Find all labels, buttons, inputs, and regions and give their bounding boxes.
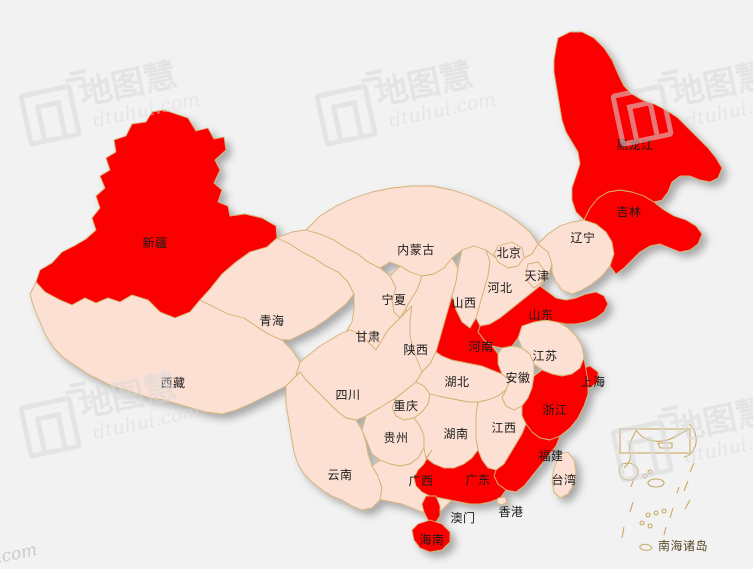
province-label[interactable]: 湖北 (444, 375, 470, 389)
province-label[interactable]: 澳门 (450, 511, 476, 525)
province-label[interactable]: 海南 (419, 533, 445, 547)
province-label[interactable]: 浙江 (542, 403, 568, 417)
mainland-group (29, 31, 723, 553)
province-label[interactable]: 新疆 (142, 236, 168, 250)
province-label[interactable]: 湖南 (443, 427, 469, 441)
province-label[interactable]: 江西 (491, 421, 517, 435)
province-label[interactable]: 重庆 (393, 399, 419, 413)
province-heilongjiang[interactable] (553, 31, 723, 221)
province-label[interactable]: 山西 (451, 296, 477, 310)
province-label[interactable]: 香港 (498, 505, 524, 519)
province-label[interactable]: 贵州 (383, 431, 409, 445)
province-label[interactable]: 青海 (259, 314, 285, 328)
province-label[interactable]: 宁夏 (381, 293, 407, 307)
province-label[interactable]: 陕西 (403, 343, 429, 357)
province-label[interactable]: 广西 (408, 474, 434, 488)
province-fujian[interactable] (493, 423, 561, 493)
province-label[interactable]: 河南 (468, 340, 494, 354)
south-sea-islands-inset (618, 423, 697, 551)
province-label[interactable]: 西藏 (160, 376, 186, 390)
province-hongkong[interactable] (496, 496, 508, 506)
province-label[interactable]: 黑龙江 (616, 138, 654, 152)
province-label[interactable]: 吉林 (616, 205, 642, 219)
province-label[interactable]: 江苏 (532, 349, 558, 363)
province-label[interactable]: 山东 (528, 308, 554, 322)
province-label[interactable]: 河北 (487, 281, 513, 295)
province-liaoning[interactable] (537, 219, 615, 295)
province-hainan[interactable] (411, 519, 451, 553)
province-label[interactable]: 上海 (580, 375, 606, 389)
province-henan[interactable] (435, 295, 503, 375)
province-label[interactable]: 辽宁 (570, 231, 596, 245)
province-label[interactable]: 天津 (524, 269, 550, 283)
province-yunnan[interactable] (285, 371, 383, 511)
province-beijing[interactable] (493, 241, 525, 269)
province-label[interactable]: 云南 (327, 468, 353, 482)
province-taiwan[interactable] (551, 451, 577, 499)
province-tianjin[interactable] (525, 261, 545, 289)
province-shandong[interactable] (477, 285, 609, 349)
province-label[interactable]: 北京 (496, 246, 522, 260)
province-label[interactable]: 台湾 (551, 473, 577, 487)
province-label[interactable]: 甘肃 (355, 330, 381, 344)
inset-label-nanhai-zhudao: 南海诸岛 (657, 539, 709, 553)
province-label[interactable]: 广东 (465, 473, 491, 487)
province-label[interactable]: 福建 (538, 449, 564, 463)
province-label[interactable]: 内蒙古 (397, 243, 435, 257)
province-label[interactable]: 四川 (335, 388, 361, 402)
province-label[interactable]: 安徽 (505, 371, 531, 385)
